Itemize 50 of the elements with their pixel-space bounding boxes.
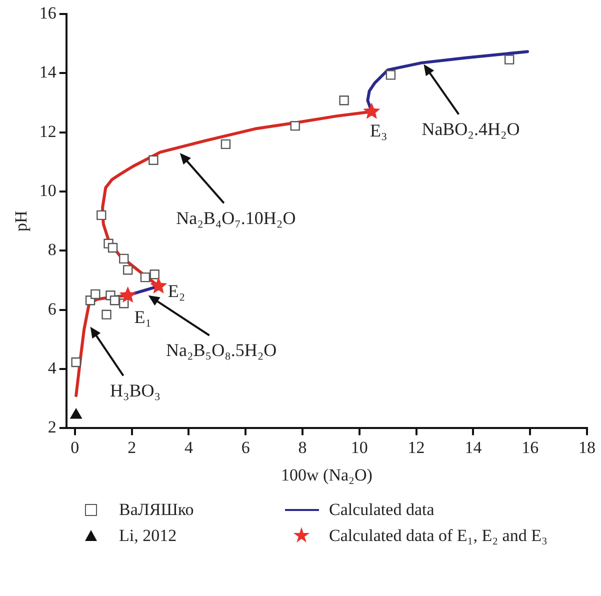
point bbox=[90, 289, 100, 300]
y-tick-label: 8 bbox=[48, 240, 56, 260]
point bbox=[119, 254, 129, 264]
y-tick-label: 2 bbox=[48, 418, 56, 437]
x-axis-title: 100w (Na₂O) bbox=[281, 465, 372, 484]
point bbox=[150, 277, 168, 294]
point bbox=[290, 120, 300, 131]
x-tick-label: 8 bbox=[298, 438, 307, 457]
x-tick-label: 14 bbox=[464, 438, 482, 457]
annotation: E₁ bbox=[134, 307, 152, 328]
y-tick-label: 10 bbox=[39, 180, 56, 200]
annotation: E₂ bbox=[168, 280, 186, 301]
point bbox=[386, 70, 396, 80]
y-tick-label: 16 bbox=[39, 3, 56, 22]
legend-label: ВаЛЯШко bbox=[119, 500, 194, 520]
x-tick-label: 4 bbox=[184, 438, 194, 457]
annotation: Na₂B₄O₇.10H₂O bbox=[176, 208, 296, 228]
annotation: NaBO₂.4H₂O bbox=[422, 119, 520, 140]
y-axis-title: pH bbox=[12, 210, 31, 232]
point bbox=[71, 357, 81, 368]
point bbox=[363, 102, 380, 119]
point bbox=[504, 54, 514, 64]
y-tick-label: 14 bbox=[39, 62, 57, 82]
annotation: H₃BO₃ bbox=[110, 380, 161, 400]
legend-label: Li, 2012 bbox=[119, 526, 177, 546]
point bbox=[339, 96, 349, 106]
point bbox=[70, 408, 82, 419]
point bbox=[119, 286, 136, 303]
x-tick-label: 10 bbox=[350, 438, 368, 457]
annotation: Na₂B₅O₈.5H₂O bbox=[166, 340, 277, 360]
y-tick-label: 12 bbox=[39, 122, 56, 141]
x-tick-label: 18 bbox=[578, 438, 596, 457]
legend-label: Calculated data bbox=[329, 500, 434, 520]
point bbox=[110, 296, 120, 306]
y-tick-label: 6 bbox=[48, 299, 56, 318]
point bbox=[123, 265, 133, 275]
annotation: E₃ bbox=[370, 120, 388, 140]
point bbox=[96, 210, 106, 220]
point bbox=[108, 242, 118, 253]
point bbox=[102, 310, 112, 320]
point bbox=[220, 139, 231, 150]
x-tick-label: 2 bbox=[128, 438, 136, 457]
point bbox=[148, 155, 158, 165]
x-tick-label: 0 bbox=[70, 438, 80, 457]
x-tick-label: 6 bbox=[241, 438, 250, 457]
x-tick-label: 12 bbox=[408, 438, 425, 457]
y-tick-label: 4 bbox=[48, 358, 57, 378]
x-tick-label: 16 bbox=[522, 438, 539, 457]
point bbox=[140, 272, 150, 282]
legend-label: Calculated data of E₁, E₂ and E₃ bbox=[329, 526, 548, 546]
